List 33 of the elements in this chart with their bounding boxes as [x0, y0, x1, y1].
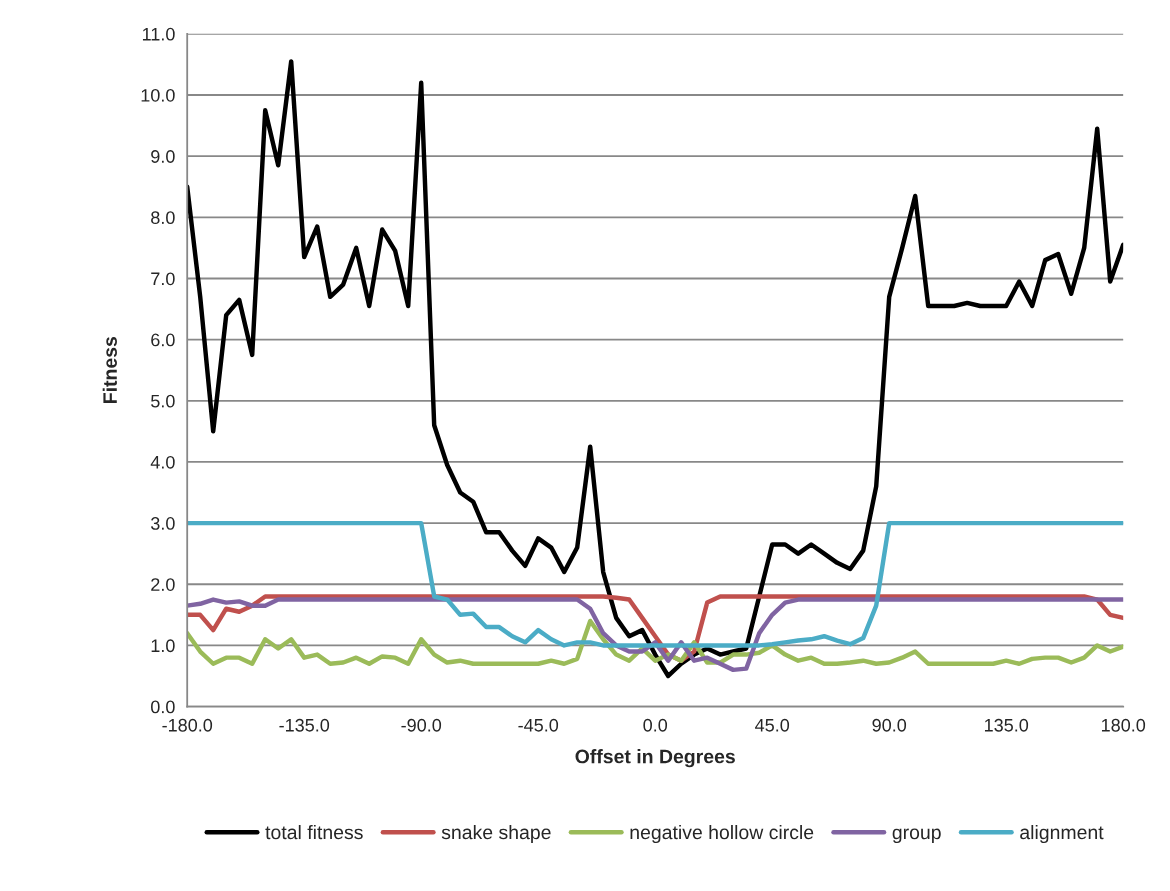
legend-label: snake shape: [441, 824, 551, 844]
x-tick-label: 135.0: [984, 718, 1029, 732]
y-tick-label: 1.0: [151, 639, 175, 653]
legend-label: negative hollow circle: [630, 824, 814, 844]
x-tick-label: -180.0: [162, 718, 213, 732]
x-tick-label: 45.0: [755, 718, 790, 732]
x-tick-label: -45.0: [518, 718, 559, 732]
x-tick-label: 180.0: [1101, 718, 1146, 732]
line-series: [187, 618, 1124, 666]
x-tick-label: -135.0: [279, 718, 330, 732]
y-tick-label: 10.0: [141, 88, 175, 102]
y-tick-label: 0.0: [151, 700, 175, 714]
y-tick-label: 6.0: [151, 333, 175, 347]
line-series: [187, 597, 1124, 673]
y-tick-label: 11.0: [142, 27, 175, 41]
legend-label: group: [892, 828, 941, 844]
y-tick-label: 8.0: [151, 211, 175, 225]
line-series: [187, 520, 1124, 648]
y-axis-title: Fitness: [102, 336, 117, 403]
y-tick-label: 4.0: [150, 455, 175, 469]
line-series: [187, 59, 1124, 679]
legend-label: total fitness: [265, 824, 363, 840]
legend-label: alignment: [1020, 824, 1104, 844]
x-tick-label: 0.0: [643, 718, 668, 732]
y-tick-label: 7.0: [151, 272, 175, 286]
x-tick-label: 90.0: [872, 718, 907, 732]
y-tick-label: 5.0: [151, 394, 175, 408]
x-axis-title: Offset in Degrees: [575, 749, 735, 768]
y-tick-label: 2.0: [151, 578, 175, 591]
y-tick-label: 9.0: [151, 150, 175, 163]
x-tick-label: -90.0: [401, 718, 442, 732]
y-tick-label: 3.0: [150, 517, 175, 530]
line-series: [187, 594, 1124, 663]
